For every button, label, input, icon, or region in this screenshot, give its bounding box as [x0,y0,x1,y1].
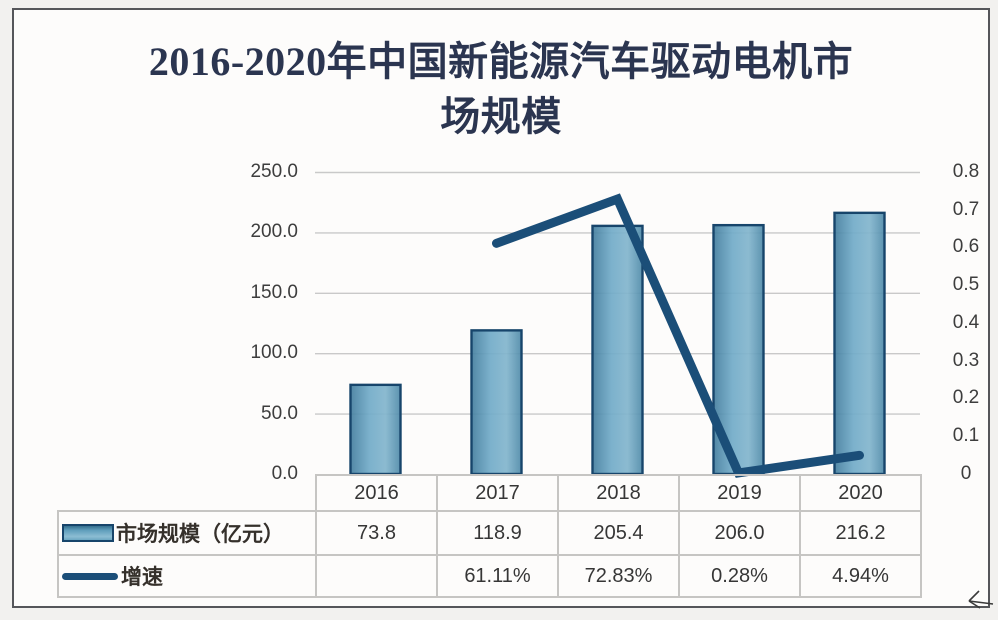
legend-label-growth-rate: 增速 [121,566,163,589]
bar-2019 [712,223,765,476]
legend-cell-market-size: 市场规模（亿元） [57,510,317,556]
left-axis-tick: 0.0 [271,463,298,484]
left-axis-tick: 50.0 [261,403,298,424]
chart-title: 2016-2020年中国新能源汽车驱动电机市场规模 [148,39,854,139]
resize-cursor-icon [968,590,994,609]
right-axis-tick: 0.1 [952,425,980,446]
year-header-cell: 2017 [436,474,559,512]
table-corner-cell [58,475,316,511]
bar-2018 [591,224,644,476]
plot-area [315,171,920,478]
left-axis-tick: 250.0 [250,161,298,182]
data-table: 2016 2017 2018 2019 2020 市场规模（亿元） 73.8 1… [57,474,922,598]
right-axis-tick: 0.5 [952,274,980,295]
market-size-value-cell: 206.0 [678,510,801,556]
market-size-value-cell: 216.2 [799,510,922,556]
line-series-legend-swatch-icon [62,572,118,580]
market-size-value-cell: 73.8 [315,510,438,556]
right-axis-tick: 0.4 [952,312,980,333]
year-header-cell: 2018 [557,474,680,512]
year-header-cell: 2019 [678,474,801,512]
legend-cell-growth-rate: 增速 [57,554,317,598]
right-axis-tick: 0.2 [952,387,980,408]
growth-rate-line [492,193,864,478]
bar-2016 [349,383,402,476]
growth-rate-value-cell: 4.94% [799,554,922,598]
legend-label-market-size: 市场规模（亿元） [116,523,284,546]
bar-2017 [470,329,523,476]
bar-series-legend-swatch-icon [62,524,114,542]
growth-rate-value-cell [315,554,438,598]
right-axis-tick: 0.7 [952,199,980,220]
growth-rate-value-cell: 72.83% [557,554,680,598]
left-axis-tick: 100.0 [250,342,298,363]
left-axis-tick: 200.0 [250,221,298,242]
market-size-value-cell: 118.9 [436,510,559,556]
year-header-cell: 2016 [315,474,438,512]
bar-2020 [833,211,886,476]
left-axis-tick: 150.0 [250,282,298,303]
right-axis-tick: 0 [960,463,972,484]
right-axis-tick: 0.8 [952,161,980,182]
right-axis-tick: 0.3 [952,350,980,371]
growth-rate-value-cell: 61.11% [436,554,559,598]
market-size-value-cell: 205.4 [557,510,680,556]
growth-rate-value-cell: 0.28% [678,554,801,598]
chart-frame: 2016-2020年中国新能源汽车驱动电机市场规模 250.0 200.0 15… [12,8,990,608]
right-axis-tick: 0.6 [952,236,980,257]
year-header-cell: 2020 [799,474,922,512]
